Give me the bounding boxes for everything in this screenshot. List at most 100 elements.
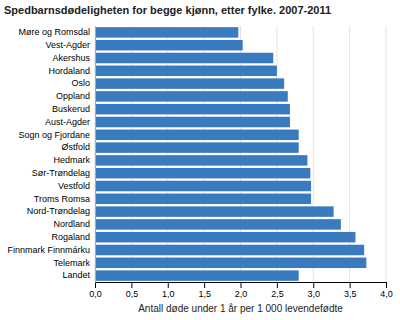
tick: 2,5 xyxy=(271,282,284,299)
tick-label: Landet xyxy=(62,270,90,280)
tick-mark xyxy=(131,282,132,288)
tick-label: Vest-Agder xyxy=(45,40,90,50)
bar xyxy=(95,155,307,165)
tick-label: Rogaland xyxy=(51,232,90,242)
tick: 4,0 xyxy=(380,282,393,299)
tick-mark xyxy=(386,282,387,288)
grid-line xyxy=(240,26,241,282)
grid-line xyxy=(131,26,132,282)
tick: Oslo xyxy=(71,78,90,88)
tick-mark xyxy=(95,282,96,288)
tick: Oppland xyxy=(56,91,90,101)
tick: 1,5 xyxy=(198,282,211,299)
bar xyxy=(95,270,299,280)
tick: 3,0 xyxy=(307,282,320,299)
x-axis: 0,0 0,5 1,0 1,5 2,0 2,5 3,0 3,5 4,0 xyxy=(89,282,393,299)
tick: Troms Romsa xyxy=(34,194,90,204)
chart-svg: Spedbarnsdødeligheten for begge kjønn, e… xyxy=(0,0,400,320)
tick: Østfold xyxy=(61,142,90,152)
tick-label: Akershus xyxy=(52,53,90,63)
tick: Akershus xyxy=(52,53,90,63)
tick-label: 1,0 xyxy=(162,289,175,299)
y-axis: Landet Telemark Finnmark Finnmárku Rogaland… xyxy=(7,27,95,283)
tick-label: Østfold xyxy=(61,142,90,152)
grid-line xyxy=(349,26,350,282)
tick: Sogn og Fjordane xyxy=(18,130,90,140)
tick-label: Finnmark Finnmárku xyxy=(7,245,90,255)
tick-label: 4,0 xyxy=(380,289,393,299)
tick-label: Oppland xyxy=(56,91,90,101)
bar xyxy=(95,181,311,191)
tick: Finnmark Finnmárku xyxy=(7,245,90,255)
tick-label: Møre og Romsdal xyxy=(18,27,90,37)
grid-line xyxy=(95,26,96,282)
tick-mark xyxy=(168,282,169,288)
grid-line xyxy=(167,26,168,282)
grid-line xyxy=(276,26,277,282)
bar xyxy=(95,206,334,216)
bar xyxy=(95,40,243,50)
bar xyxy=(95,232,355,242)
bar xyxy=(95,53,273,63)
tick-label: Oslo xyxy=(71,78,90,88)
tick-label: Hordaland xyxy=(48,66,90,76)
bar xyxy=(95,142,299,152)
tick-mark xyxy=(313,282,314,288)
x-axis-label: Antall døde under 1 år per 1 000 levende… xyxy=(138,303,343,314)
bar xyxy=(95,258,366,268)
tick: Hedmark xyxy=(53,155,90,165)
tick: 2,0 xyxy=(235,282,248,299)
chart-container: Spedbarnsdødeligheten for begge kjønn, e… xyxy=(0,0,400,320)
tick-label: Sør-Trøndelag xyxy=(32,168,90,178)
bar xyxy=(95,194,311,204)
tick-label: 2,5 xyxy=(271,289,284,299)
axis-line xyxy=(96,283,387,289)
title: Spedbarnsdødeligheten for begge kjønn, e… xyxy=(4,4,331,16)
bar xyxy=(95,117,290,127)
tick-label: Nordland xyxy=(53,219,90,229)
tick-label: 3,0 xyxy=(307,289,320,299)
tick-label: Sogn og Fjordane xyxy=(18,130,90,140)
bar xyxy=(95,130,299,140)
grid xyxy=(95,26,386,282)
tick-label: Telemark xyxy=(53,258,90,268)
tick: 3,5 xyxy=(344,282,357,299)
bar xyxy=(95,219,341,229)
tick: Møre og Romsdal xyxy=(18,27,90,37)
tick: 1,0 xyxy=(162,282,175,299)
tick-label: 2,0 xyxy=(235,289,248,299)
tick-label: 0,0 xyxy=(89,289,102,299)
grid-line xyxy=(313,26,314,282)
tick: 0,0 xyxy=(89,282,102,299)
tick-mark xyxy=(241,282,242,288)
tick: Vest-Agder xyxy=(45,40,90,50)
tick: Nord-Trøndelag xyxy=(27,206,90,216)
tick: Nordland xyxy=(53,219,90,229)
tick-label: Buskerud xyxy=(52,104,90,114)
tick-mark xyxy=(277,282,278,288)
tick-label: Nord-Trøndelag xyxy=(27,206,90,216)
tick-label: 3,5 xyxy=(344,289,357,299)
tick: Hordaland xyxy=(48,66,90,76)
bar xyxy=(95,245,364,255)
tick-label: Aust-Agder xyxy=(45,117,90,127)
tick: Telemark xyxy=(53,258,90,268)
grid-line xyxy=(204,26,205,282)
tick-label: Vestfold xyxy=(58,181,90,191)
tick-label: Hedmark xyxy=(53,155,90,165)
tick: Vestfold xyxy=(58,181,90,191)
tick-mark xyxy=(204,282,205,288)
grid-line xyxy=(386,26,387,282)
tick-label: 0,5 xyxy=(126,289,139,299)
tick: 0,5 xyxy=(126,282,139,299)
bars xyxy=(95,27,366,281)
tick: Aust-Agder xyxy=(45,117,90,127)
tick-label: Troms Romsa xyxy=(34,194,90,204)
tick: Landet xyxy=(62,270,90,280)
bar xyxy=(95,91,288,101)
tick: Buskerud xyxy=(52,104,90,114)
bar xyxy=(95,66,277,76)
bar xyxy=(95,78,284,88)
plot: 0,0 0,5 1,0 1,5 2,0 2,5 3,0 3,5 4,0 Landet Telemar… xyxy=(7,26,392,299)
bar xyxy=(95,27,238,37)
